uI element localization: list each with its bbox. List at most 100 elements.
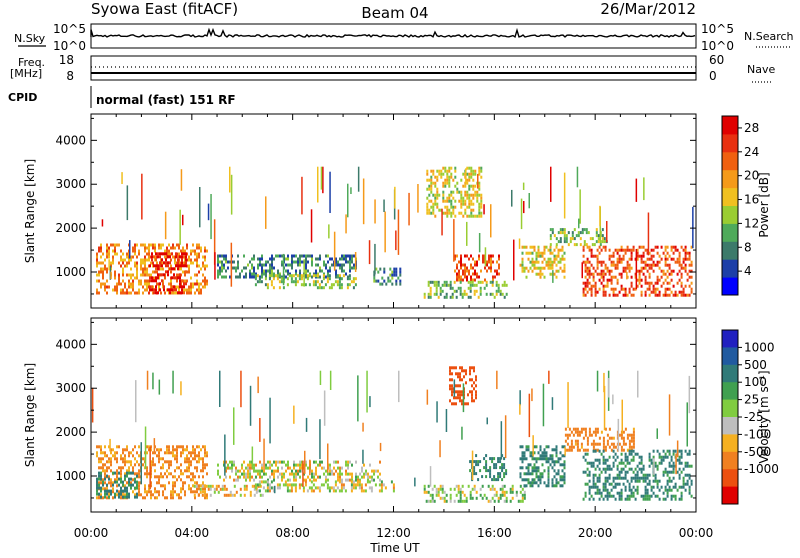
echo-cell — [493, 493, 496, 497]
echo-cell — [531, 484, 534, 488]
echo-cell — [128, 279, 130, 283]
echo-cell — [196, 282, 198, 286]
echo-cell — [634, 497, 637, 501]
echo-cell — [547, 469, 550, 473]
echo-cell — [124, 282, 126, 286]
echo-cell — [138, 279, 140, 283]
echo-cell — [626, 479, 629, 483]
echo-cell — [327, 472, 329, 476]
echo-cell — [559, 463, 562, 467]
echo-cell — [656, 485, 659, 489]
echo-streak — [329, 171, 331, 213]
echo-cell — [462, 196, 465, 200]
echo-cell — [483, 493, 486, 497]
echo-cell — [156, 481, 158, 485]
echo-cell — [493, 463, 496, 467]
echo-cell — [192, 445, 194, 449]
echo-cell — [116, 472, 118, 476]
echo-cell — [301, 469, 303, 473]
echo-cell — [180, 454, 182, 458]
echo-cell — [654, 281, 657, 285]
echo-cell — [326, 277, 329, 281]
echo-cell — [431, 499, 434, 503]
echo-cell — [112, 288, 114, 292]
echo-cell — [152, 261, 154, 265]
echo-cell — [581, 231, 584, 235]
echo-cell — [426, 211, 429, 215]
echo-cell — [610, 281, 613, 285]
echo-cell — [606, 491, 609, 495]
echo-cell — [563, 275, 566, 279]
echo-cell — [470, 169, 473, 173]
power-colorbar-tick: 4 — [744, 264, 752, 278]
echo-cell — [642, 260, 645, 264]
echo-cell — [134, 252, 136, 256]
echo-cell — [120, 496, 122, 500]
echo-cell — [148, 273, 150, 277]
echo-cell — [120, 475, 122, 479]
echo-cell — [427, 490, 430, 494]
echo-cell — [120, 255, 122, 259]
echo-cell — [555, 445, 558, 449]
echo-cell — [477, 280, 480, 284]
echo-cell — [448, 211, 451, 215]
velocity-colorbar-swatch — [722, 486, 738, 505]
echo-cell — [200, 469, 202, 473]
echo-cell — [585, 243, 588, 247]
echo-cell — [529, 454, 532, 458]
echo-cell — [672, 293, 675, 297]
echo-cell — [618, 473, 621, 477]
freq-right-tick-top: 60 — [709, 53, 724, 67]
echo-cell — [155, 267, 157, 271]
echo-cell — [100, 474, 102, 478]
echo-cell — [591, 237, 594, 241]
echo-cell — [281, 478, 283, 482]
echo-streak — [182, 214, 184, 226]
echo-cell — [497, 475, 500, 479]
echo-cell — [453, 499, 456, 503]
echo-cell — [257, 257, 259, 261]
echo-cell — [503, 490, 506, 494]
echo-cell — [155, 279, 157, 283]
echo-cell — [640, 245, 643, 249]
echo-cell — [533, 445, 536, 449]
echo-cell — [361, 466, 363, 470]
echo-cell — [557, 251, 560, 255]
echo-cell — [249, 469, 251, 473]
echo-cell — [118, 279, 120, 283]
echo-cell — [606, 284, 609, 288]
echo-cell — [429, 286, 432, 290]
echo-cell — [207, 487, 210, 491]
echo-cell — [159, 255, 161, 259]
echo-cell — [590, 248, 593, 252]
echo-cell — [454, 166, 457, 170]
echo-cell — [110, 489, 112, 493]
echo-cell — [678, 458, 681, 462]
echo-cell — [259, 475, 261, 479]
echo-cell — [323, 466, 325, 470]
echo-cell — [596, 248, 599, 252]
echo-cell — [251, 257, 253, 261]
echo-cell — [314, 486, 317, 490]
echo-cell — [590, 284, 593, 288]
echo-cell — [666, 281, 669, 285]
echo-cell — [259, 275, 261, 279]
echo-cell — [126, 252, 128, 256]
echo-cell — [245, 475, 247, 479]
echo-cell — [535, 254, 538, 258]
echo-cell — [474, 260, 476, 264]
echo-cell — [688, 275, 691, 279]
echo-cell — [478, 172, 481, 176]
echo-cell — [180, 478, 182, 482]
echo-cell — [481, 496, 484, 500]
echo-cell — [168, 466, 170, 470]
echo-cell — [588, 430, 591, 434]
echo-cell — [460, 205, 463, 209]
echo-cell — [122, 493, 124, 497]
echo-cell — [437, 487, 440, 491]
echo-cell — [563, 475, 566, 479]
echo-cell — [523, 472, 526, 476]
echo-cell — [186, 246, 188, 250]
echo-cell — [110, 457, 112, 461]
echo-cell — [225, 475, 227, 479]
